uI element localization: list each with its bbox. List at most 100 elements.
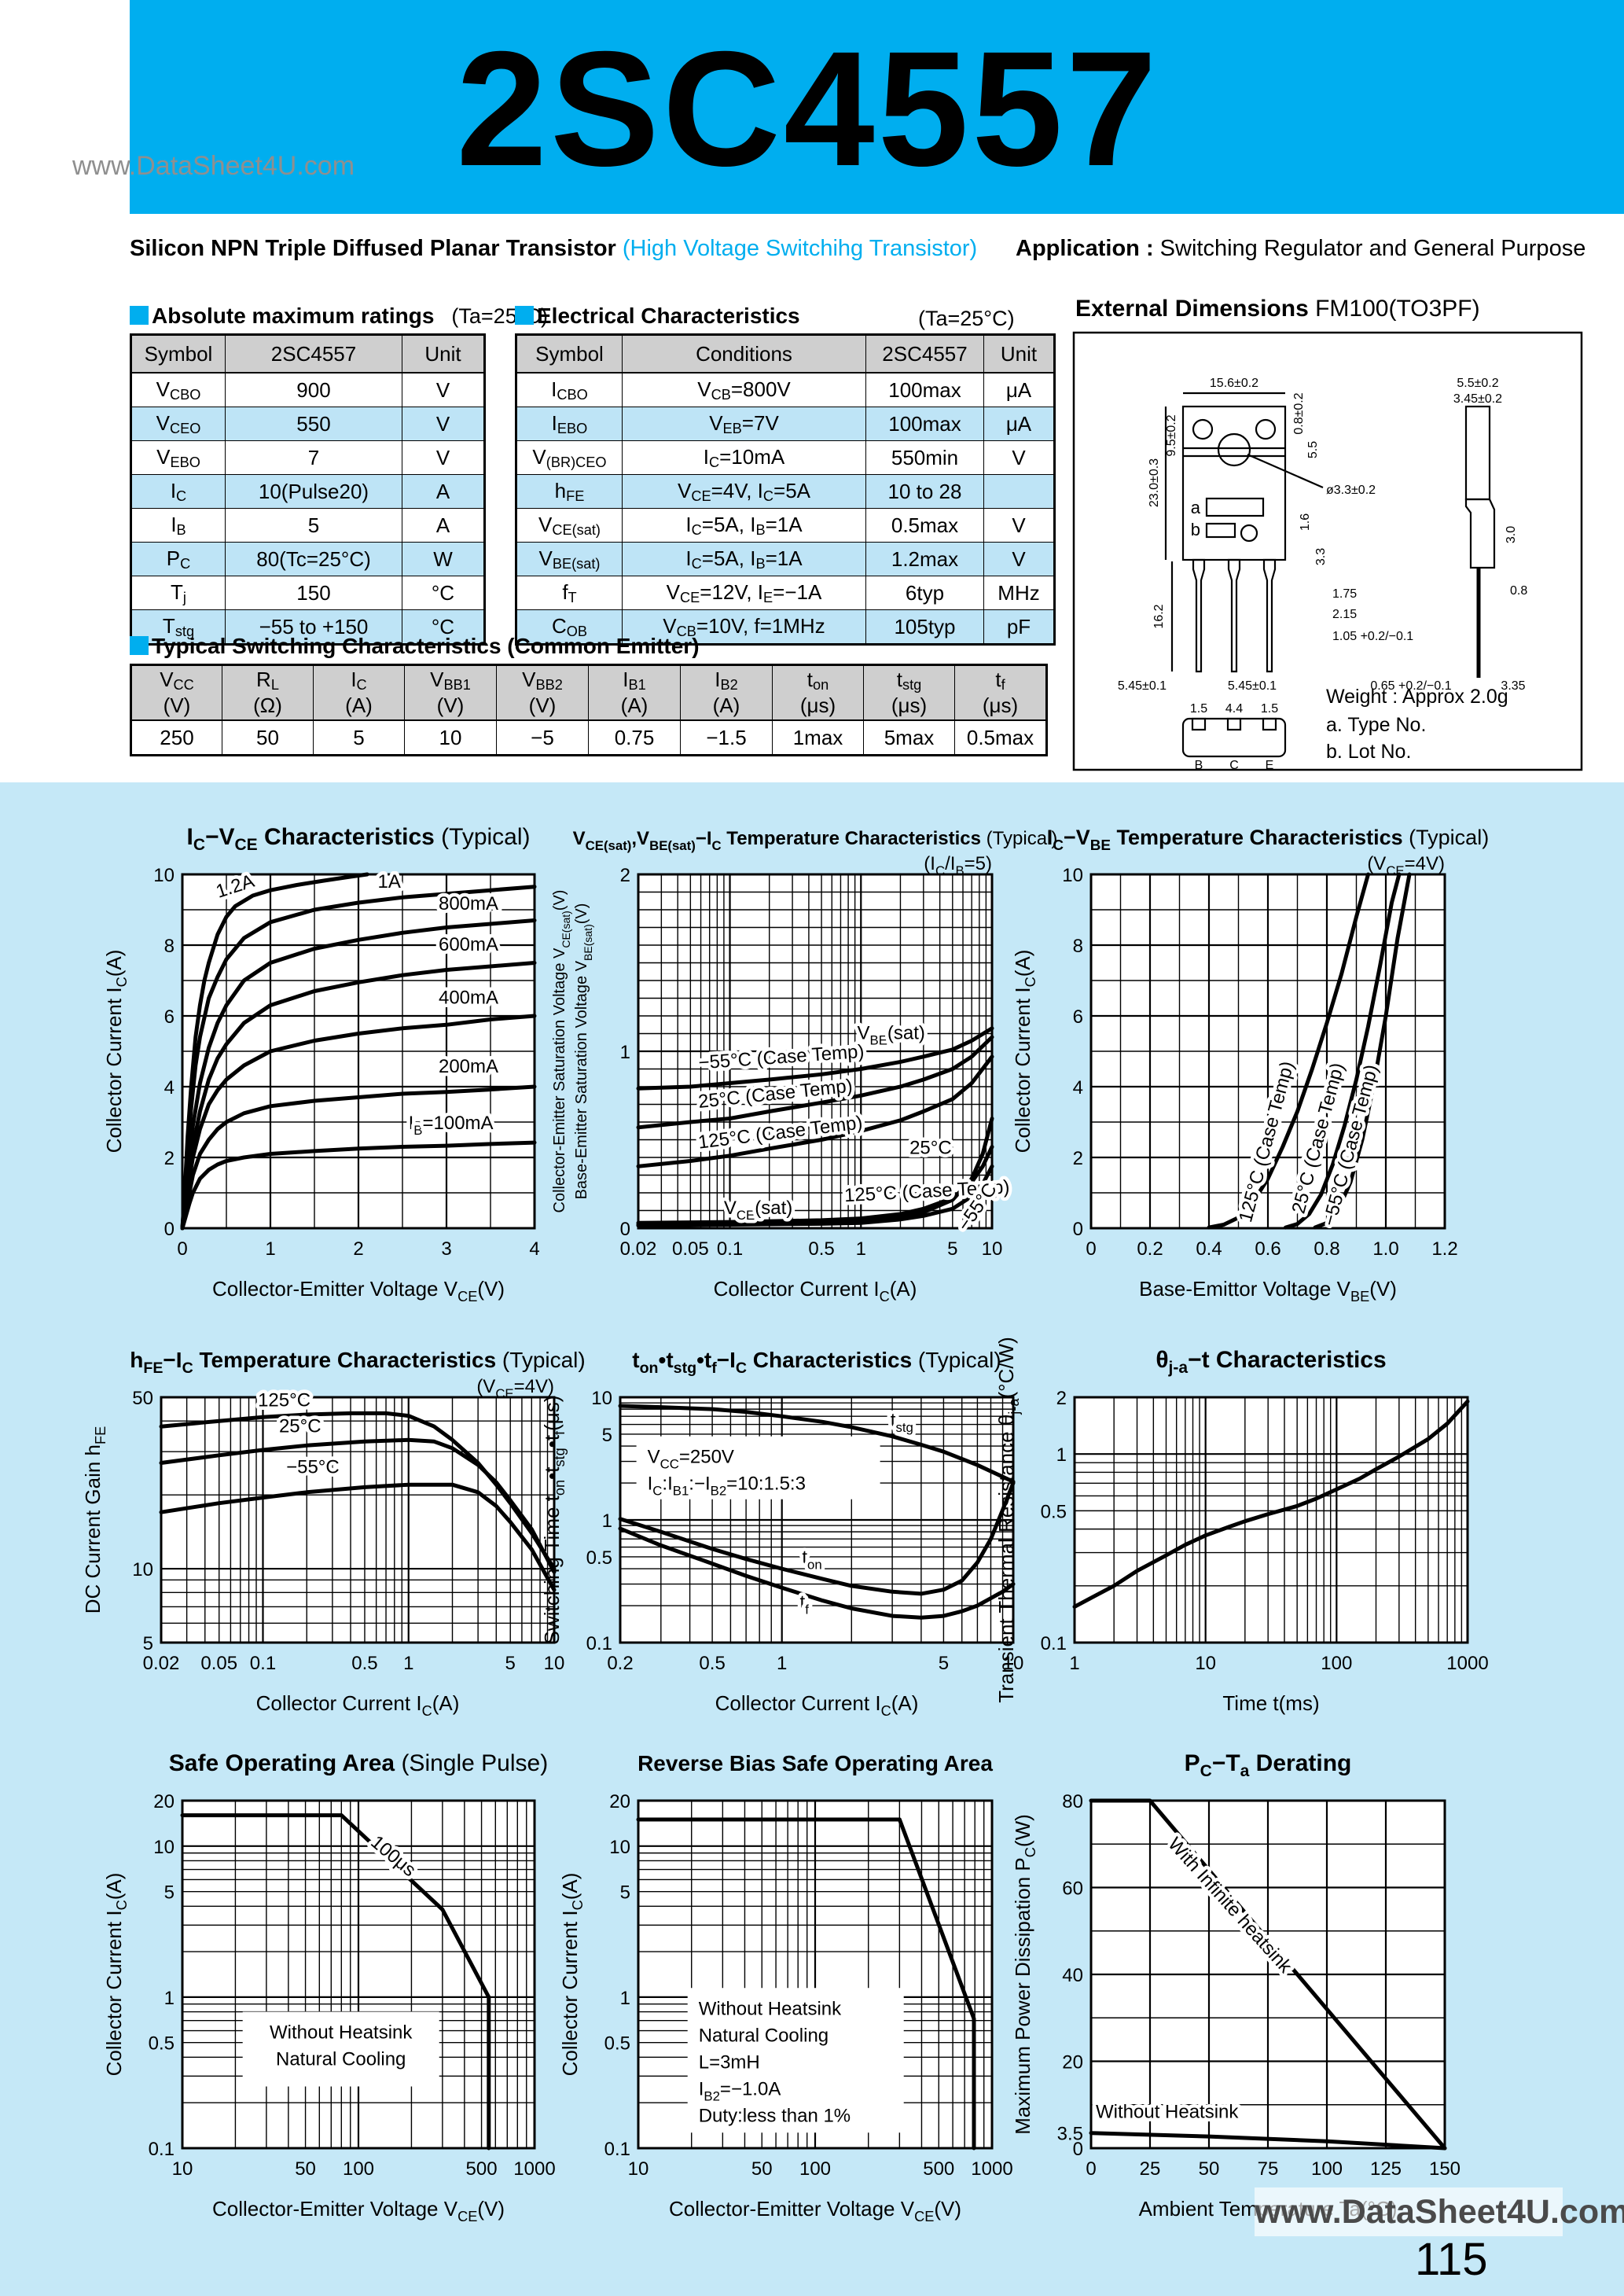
curve-label: 200mA bbox=[439, 1056, 498, 1077]
y-axis-title: Transient Thermal Resistance θj-a(°C/W) bbox=[994, 1337, 1022, 1703]
plot-frame bbox=[1089, 873, 1446, 1230]
x-tick-label: 10 bbox=[628, 2158, 649, 2180]
section-abs-max-title: Absolute maximum ratings bbox=[152, 304, 435, 328]
plot-frame bbox=[160, 1396, 556, 1644]
y-tick-label: 80 bbox=[1062, 1791, 1083, 1812]
section-electrical: Electrical Characteristics bbox=[515, 304, 800, 329]
table-cell: IEBO bbox=[516, 407, 623, 441]
annotation-line: L=3mH bbox=[699, 2051, 760, 2073]
table-cell: VEBO bbox=[130, 440, 226, 475]
curve-vbe-sat-125-c bbox=[636, 1054, 994, 1168]
section-bullet-icon bbox=[515, 306, 534, 325]
x-tick-label: 0.5 bbox=[808, 1238, 834, 1260]
x-tick-label: 100 bbox=[343, 2158, 374, 2180]
table-cell: MHz bbox=[983, 576, 1055, 610]
x-tick-label: 100 bbox=[1311, 2158, 1343, 2180]
table-cell: 0.75 bbox=[588, 719, 681, 756]
table-row: V(BR)CEO IC=10mA 550min V bbox=[516, 440, 1055, 475]
table-cell: 50 bbox=[222, 719, 314, 756]
dimension-labels: 15.6±0.2 0.8±0.25.5 9.5±0.2 23.0±0.3 ø3.3±0.… bbox=[1118, 377, 1527, 716]
curve-vce-sat-55-c bbox=[636, 1164, 994, 1228]
y-tick-label: 0.5 bbox=[604, 2033, 630, 2055]
pin-label: E bbox=[1266, 759, 1274, 772]
x-tick-label: 500 bbox=[466, 2158, 498, 2180]
chart-title: PC−Ta Derating bbox=[1185, 1750, 1352, 1780]
dimension-label: 1.75 bbox=[1332, 587, 1357, 601]
curve-label: 600mA bbox=[439, 934, 498, 955]
column-header: tf (μs) bbox=[954, 664, 1047, 721]
dimension-label: ø3.3±0.2 bbox=[1326, 484, 1376, 497]
dimension-label: 2.15 bbox=[1332, 608, 1357, 621]
abs-max-table: Symbol 2SC4557 Unit VCBO 900 V VCEO 550 V VEBO 7 V I… bbox=[130, 333, 486, 646]
dimension-label: 3.3 bbox=[1314, 548, 1328, 565]
curve-ton bbox=[618, 1481, 1016, 1596]
y-axis-title: Maximum Power Dissipation PC(W) bbox=[1011, 1814, 1038, 2135]
annotation-line: IC:IB1:−IB2=10:1.5:3 bbox=[648, 1474, 806, 1499]
dimension-label: 5.45±0.1 bbox=[1228, 679, 1277, 693]
curve-25-c bbox=[1284, 872, 1402, 1230]
table-cell: VBE(sat) bbox=[516, 542, 623, 576]
chart-title: Safe Operating Area (Single Pulse) bbox=[169, 1750, 548, 1776]
x-axis-title: Time t(ms) bbox=[1222, 1691, 1319, 1715]
table-cell: 1.2max bbox=[865, 542, 984, 576]
watermark-bottom: www.DataSheet4U.com bbox=[1255, 2187, 1624, 2236]
y-tick-label: 0 bbox=[1073, 1219, 1083, 1240]
x-tick-label: 0.6 bbox=[1255, 1238, 1280, 1260]
x-tick-label: 125 bbox=[1370, 2158, 1402, 2180]
curve-100-s-limit bbox=[180, 1813, 491, 2151]
x-tick-label: 0.1 bbox=[717, 1238, 743, 1260]
y-tick-label: 0 bbox=[620, 1219, 630, 1240]
y-tick-label: 0.1 bbox=[149, 2139, 175, 2160]
annotation-line: VCC=250V bbox=[648, 1447, 734, 1472]
table-row: hFE VCE=4V, IC=5A 10 to 28 bbox=[516, 474, 1055, 509]
table-row: VEBO 7 V bbox=[130, 440, 485, 475]
column-header: IC (A) bbox=[313, 664, 405, 721]
plot-frame bbox=[181, 1799, 536, 2150]
table-row: VBE(sat) IC=5A, IB=1A 1.2max V bbox=[516, 542, 1055, 576]
marker-b: b bbox=[1191, 520, 1200, 539]
y-tick-label: 3.5 bbox=[1057, 2124, 1083, 2145]
curve-label: IB=100mA bbox=[409, 1113, 494, 1138]
x-tick-label: 10 bbox=[544, 1653, 565, 1674]
y-tick-label: 0.1 bbox=[604, 2139, 630, 2160]
y-tick-label: 50 bbox=[132, 1388, 153, 1409]
y-axis-title: Switching Time ton•tstg•tf(μs) bbox=[540, 1396, 568, 1645]
y-tick-label: 0 bbox=[164, 1219, 175, 1240]
table-cell: hFE bbox=[516, 474, 623, 509]
x-tick-label: 1000 bbox=[513, 2158, 555, 2180]
section-bullet-icon bbox=[130, 306, 149, 325]
y-tick-label: 2 bbox=[164, 1148, 175, 1169]
column-header: 2SC4557 bbox=[865, 334, 984, 373]
chart-title: θj-a−t Characteristics bbox=[1156, 1347, 1386, 1377]
dimension-label: 1.6 bbox=[1299, 513, 1312, 531]
table-cell: −55 to +150 bbox=[225, 609, 402, 645]
table-cell: V bbox=[402, 372, 485, 407]
x-tick-label: 0.02 bbox=[143, 1653, 180, 1674]
section-switching: Typical Switching Characteristics (Commo… bbox=[130, 634, 700, 659]
dimensions-package: FM100(TO3PF) bbox=[1308, 296, 1480, 322]
plot-frame bbox=[637, 1799, 994, 2150]
table-cell: 10(Pulse20) bbox=[225, 474, 402, 509]
x-tick-label: 0.5 bbox=[351, 1653, 377, 1674]
x-axis-title: Collector-Emitter Voltage VCE(V) bbox=[669, 2197, 961, 2224]
table-cell: 5 bbox=[225, 508, 402, 543]
annotation-box bbox=[636, 1436, 880, 1499]
y-tick-label: 4 bbox=[164, 1077, 175, 1098]
plot-frame bbox=[637, 873, 994, 1230]
y-tick-label: 5 bbox=[602, 1425, 612, 1446]
grid bbox=[181, 1800, 536, 2150]
table-row: IEBO VEB=7V 100max μA bbox=[516, 407, 1055, 441]
table-cell: 1max bbox=[772, 719, 864, 756]
annotation-line: Without Heatsink bbox=[699, 1998, 842, 2019]
section-abs-max: Absolute maximum ratings (Ta=25°C) bbox=[130, 304, 548, 329]
subtitle-note: (High Voltage Switchihg Transistor) bbox=[622, 236, 978, 261]
dimension-label: 1.5 bbox=[1190, 702, 1207, 716]
x-tick-label: 50 bbox=[751, 2158, 773, 2180]
curve-ib-200ma bbox=[180, 1084, 537, 1231]
annotation-line: IB2=−1.0A bbox=[699, 2078, 781, 2103]
x-tick-label: 0.2 bbox=[607, 1653, 633, 1674]
table-cell: 250 bbox=[130, 719, 222, 756]
x-tick-label: 1.2 bbox=[1431, 1238, 1457, 1260]
curve-label: 400mA bbox=[439, 987, 498, 1008]
y-tick-label: 10 bbox=[1062, 865, 1083, 886]
